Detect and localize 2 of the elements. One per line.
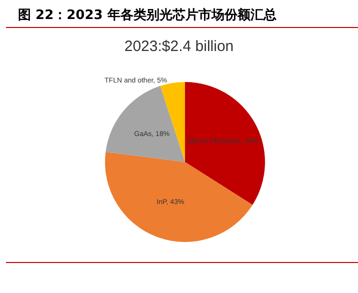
chart-title: 图 22：2023 年各类别光芯片市场份额汇总 xyxy=(18,6,278,24)
chart-subtitle: 2023:$2.4 billion xyxy=(124,38,234,55)
